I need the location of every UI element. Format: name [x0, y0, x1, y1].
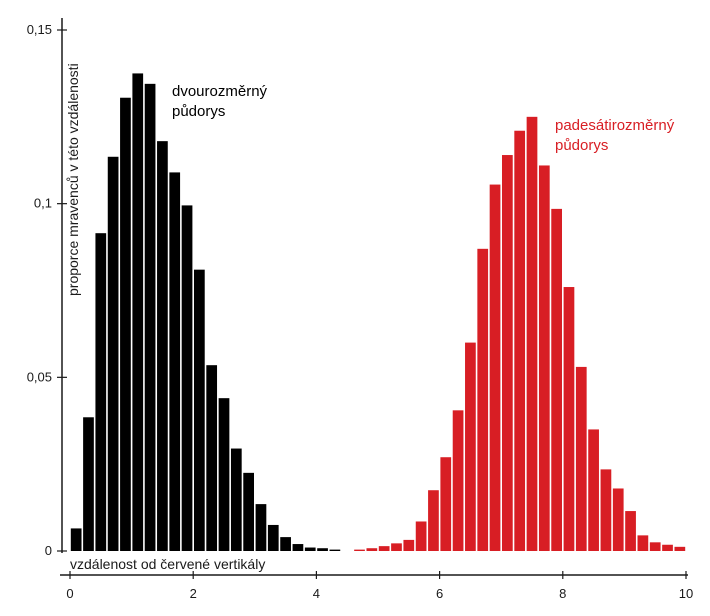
- bar: [588, 429, 599, 551]
- x-tick-label: 4: [313, 586, 320, 601]
- bar: [612, 488, 624, 551]
- y-axis-ticks: 0 0,05 0,1 0,15: [27, 22, 67, 558]
- x-tick-label: 10: [679, 586, 693, 601]
- bar: [304, 547, 316, 551]
- bar: [674, 546, 686, 551]
- bar: [526, 116, 538, 551]
- bar: [465, 342, 476, 551]
- bar: [230, 448, 242, 551]
- bar: [538, 165, 550, 551]
- annotation-50d-line-2: půdorys: [555, 137, 608, 154]
- bar: [440, 457, 452, 551]
- bar: [267, 524, 279, 551]
- x-tick-label: 6: [436, 586, 443, 601]
- bar: [206, 365, 218, 551]
- bar: [317, 548, 328, 551]
- bar: [157, 141, 168, 551]
- x-tick-label: 8: [559, 586, 566, 601]
- bar: [255, 504, 267, 551]
- bar: [83, 417, 94, 551]
- bars-layer: [70, 73, 686, 552]
- bar: [120, 97, 131, 551]
- bar: [662, 544, 673, 551]
- bar: [551, 208, 562, 551]
- bar: [144, 83, 156, 551]
- bar: [563, 287, 575, 551]
- bar: [575, 366, 587, 551]
- bar: [489, 184, 501, 551]
- bar: [378, 546, 390, 551]
- bar: [514, 130, 526, 552]
- bar: [403, 539, 415, 551]
- bar: [637, 535, 649, 551]
- bar: [292, 544, 304, 551]
- bar: [181, 205, 193, 551]
- bar: [194, 269, 205, 551]
- bar: [132, 73, 144, 552]
- y-axis-title: proporce mravenců v této vzdálenosti: [65, 63, 81, 296]
- annotation-50d-line-1: padesátirozměrný: [555, 117, 675, 134]
- y-tick-label: 0,15: [27, 22, 52, 37]
- bar: [502, 155, 513, 552]
- bar: [329, 549, 341, 551]
- y-tick-label: 0,1: [34, 196, 52, 211]
- x-tick-label: 2: [190, 586, 197, 601]
- annotation-50d: padesátirozměrný půdorys: [555, 117, 678, 154]
- bar: [107, 156, 119, 551]
- x-axis-ticks: 0 2 4 6 8 10: [66, 571, 693, 601]
- annotation-2d-line-2: půdorys: [172, 103, 225, 120]
- bar: [169, 172, 181, 551]
- bar: [415, 521, 427, 551]
- bar: [95, 233, 107, 551]
- bar: [600, 469, 612, 551]
- bar: [280, 537, 291, 551]
- y-tick-label: 0,05: [27, 369, 52, 384]
- bar: [218, 398, 230, 551]
- bar: [70, 528, 82, 551]
- bar: [354, 549, 365, 551]
- bar: [452, 410, 464, 551]
- bar: [243, 472, 254, 551]
- bar: [649, 542, 661, 551]
- annotation-2d: dvourozměrný půdorys: [172, 83, 271, 120]
- bar: [391, 543, 402, 551]
- x-tick-label: 0: [66, 586, 73, 601]
- bar: [366, 548, 378, 551]
- bar: [625, 511, 636, 551]
- annotation-2d-line-1: dvourozměrný: [172, 83, 268, 100]
- y-tick-label: 0: [45, 543, 52, 558]
- bar: [428, 490, 439, 551]
- bar: [477, 248, 489, 551]
- x-axis-title: vzdálenost od červené vertikály: [70, 556, 265, 572]
